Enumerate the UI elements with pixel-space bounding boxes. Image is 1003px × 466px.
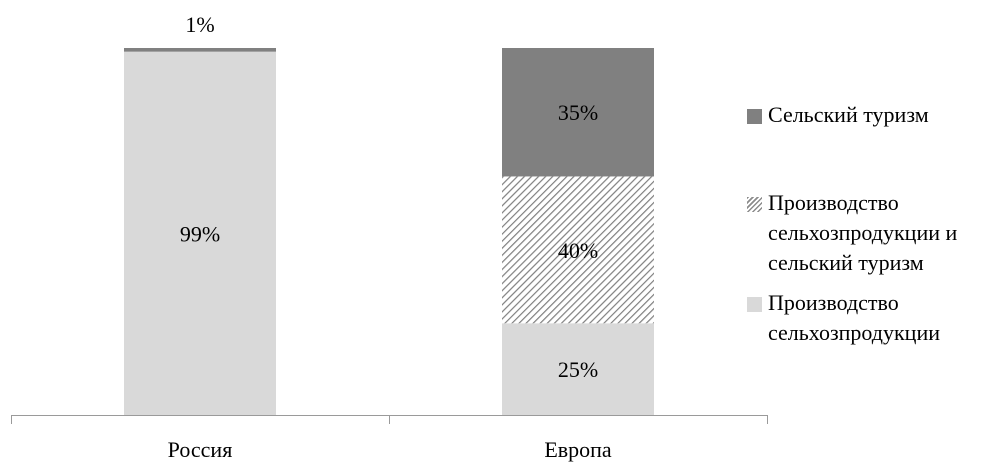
legend-label: Производство сельхозпродукции и сельский… [768,188,997,278]
legend-swatch-hatch [747,197,762,212]
legend-item-rural-tourism: Сельский туризм [747,100,997,130]
legend-label: Сельский туризм [768,100,929,130]
legend-swatch-solid-light [747,297,762,312]
data-label: 40% [558,238,598,263]
x-tick-label: Европа [544,437,612,462]
bar-segment [124,48,276,52]
x-tick-label: Россия [168,437,233,462]
legend-item-production-and-tourism: Производство сельхозпродукции и сельский… [747,188,997,278]
legend-swatch-solid-dark [747,109,762,124]
data-label: 35% [558,100,598,125]
data-label: 99% [180,221,220,246]
legend-item-production: Производство сельхозпродукции [747,288,997,348]
data-label: 1% [185,12,214,37]
x-axis: Россия Европа [11,415,768,462]
legend-label: Производство сельхозпродукции [768,288,997,348]
data-label: 25% [558,357,598,382]
